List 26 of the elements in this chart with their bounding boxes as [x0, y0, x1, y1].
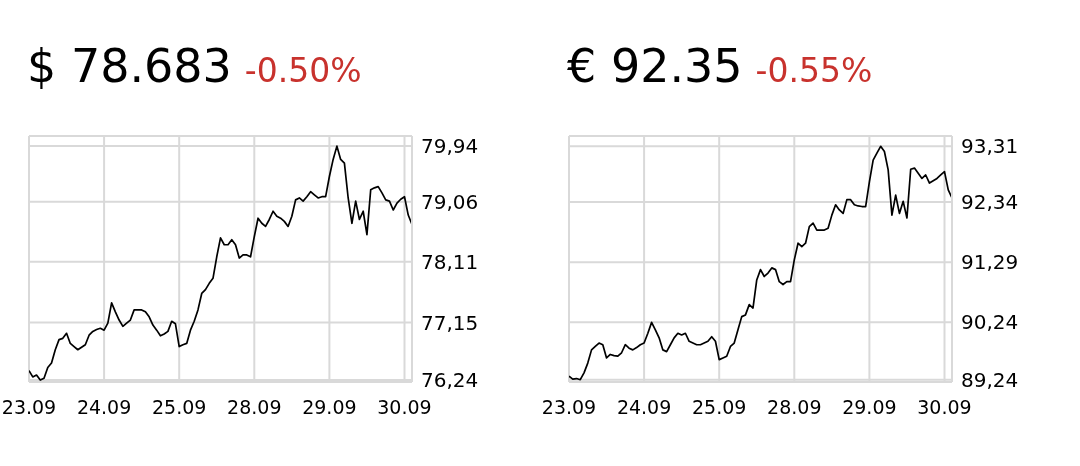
x-tick-label: 23.09 — [541, 396, 597, 419]
chart-subtitle: -0.55% — [755, 50, 873, 92]
y-tick-label: 77,15 — [421, 310, 479, 335]
y-tick-label: 78,11 — [421, 249, 479, 274]
x-tick-label: 29.09 — [842, 396, 897, 419]
chart-title: € 92.35 — [567, 39, 743, 93]
y-tick-label: 91,29 — [961, 250, 1019, 275]
x-tick-label: 28.09 — [767, 396, 822, 419]
x-tick-label: 25.09 — [151, 396, 207, 419]
x-tick-label: 28.09 — [227, 396, 282, 419]
y-tick-label: 79,06 — [421, 189, 479, 214]
y-tick-label: 92,34 — [961, 190, 1019, 215]
x-tick-label: 25.09 — [691, 396, 747, 419]
x-tick-label: 24.09 — [76, 396, 132, 419]
x-tick-label: 23.09 — [1, 396, 57, 419]
y-tick-label: 89,24 — [961, 367, 1019, 392]
x-tick-label: 30.09 — [377, 396, 432, 419]
x-tick-label: 29.09 — [302, 396, 357, 419]
chart-subtitle: -0.50% — [244, 50, 362, 92]
y-tick-label: 93,31 — [961, 134, 1019, 159]
y-tick-label: 79,94 — [421, 134, 479, 159]
y-tick-label: 76,24 — [421, 368, 479, 393]
chart-title: $ 78.683 — [27, 39, 232, 93]
x-tick-label: 30.09 — [917, 396, 972, 419]
y-tick-label: 90,24 — [961, 310, 1019, 335]
x-tick-label: 24.09 — [616, 396, 672, 419]
